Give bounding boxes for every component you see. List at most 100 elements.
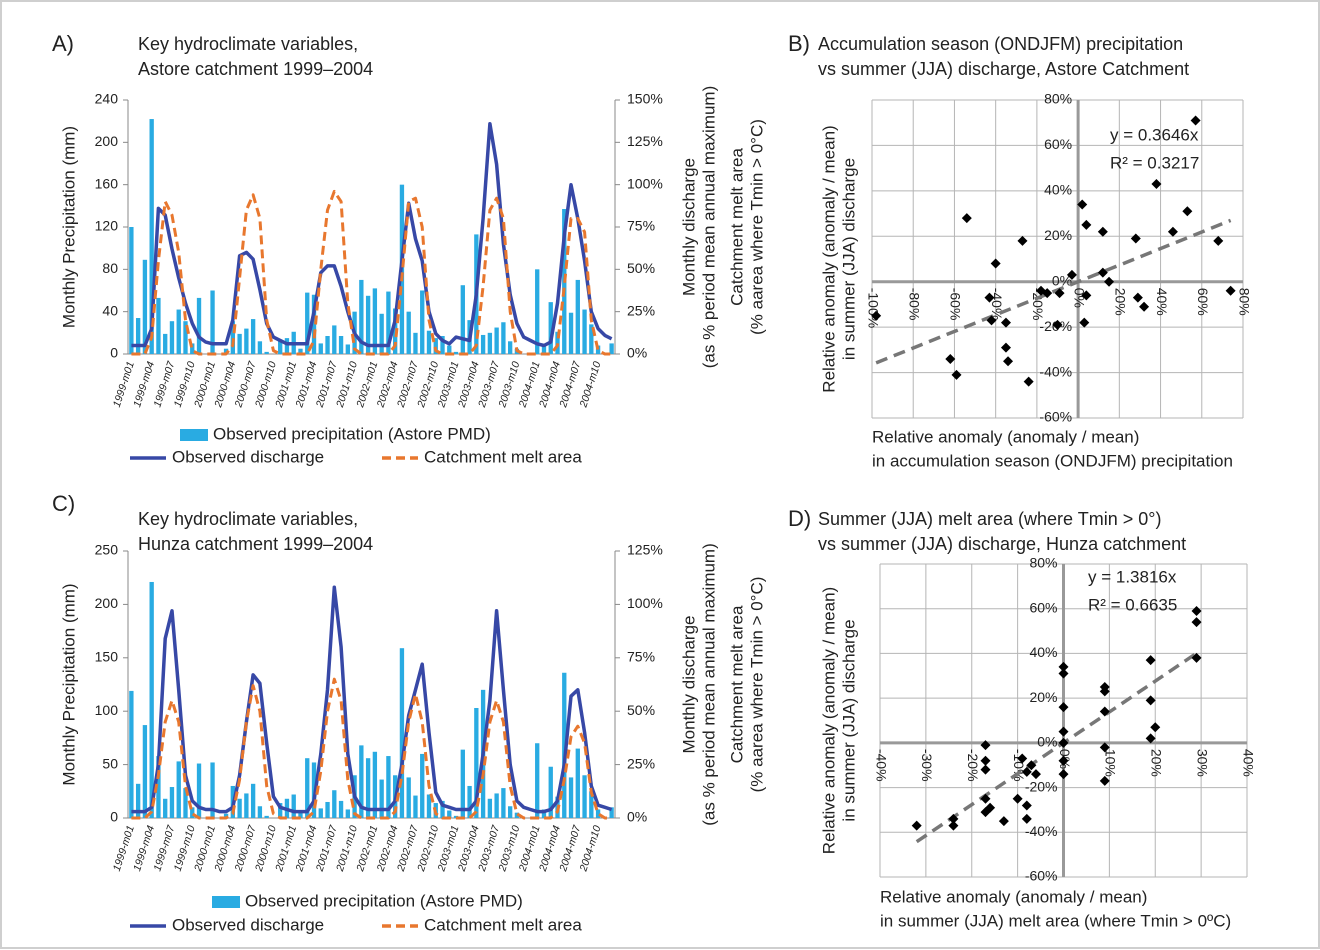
bar — [474, 707, 479, 818]
point — [1030, 769, 1041, 780]
bar — [305, 758, 310, 818]
y2-tick-label: 125% — [627, 542, 663, 558]
bar — [379, 779, 384, 818]
panel-label: B) — [788, 31, 810, 56]
bar — [420, 290, 425, 354]
bar — [298, 812, 303, 818]
point — [985, 802, 996, 813]
y-axis-label: Relative anomaly (anomaly / mean) — [819, 587, 838, 854]
bar — [609, 343, 614, 354]
bar — [142, 259, 148, 354]
point — [1182, 206, 1193, 217]
bar — [169, 787, 175, 818]
bar — [359, 745, 364, 818]
x-tick-label: 20% — [1113, 288, 1129, 316]
panel-label: C) — [52, 491, 75, 516]
bar — [413, 795, 418, 818]
y-tick-label: 50 — [102, 755, 118, 771]
point — [961, 213, 972, 224]
y-tick-label: 0 — [110, 345, 118, 361]
bar — [447, 345, 452, 354]
equation: y = 0.3646x — [1110, 125, 1199, 144]
point — [1077, 199, 1088, 210]
bar — [156, 756, 161, 818]
point — [1021, 766, 1032, 777]
point — [1079, 317, 1090, 328]
bar — [183, 788, 188, 818]
bar — [548, 766, 553, 818]
point — [1021, 813, 1032, 824]
point — [1097, 267, 1108, 278]
y-tick-label: 20% — [1044, 227, 1072, 243]
legend-label: Observed precipitation (Astore PMD) — [213, 424, 491, 443]
bar — [223, 348, 229, 354]
bar — [129, 690, 134, 818]
x-tick-label: 60% — [1195, 288, 1211, 316]
y-tick-label: -40% — [1039, 363, 1072, 379]
bar — [568, 312, 574, 354]
bar — [257, 341, 263, 354]
legend-label: Observed precipitation (Astore PMD) — [245, 891, 523, 910]
point — [1213, 235, 1224, 246]
point — [1099, 706, 1110, 717]
bar — [142, 725, 148, 818]
bar — [501, 788, 506, 818]
bar — [345, 344, 350, 354]
line — [131, 585, 613, 814]
bar — [135, 783, 141, 818]
y-tick-label: 200 — [95, 133, 119, 149]
bar — [535, 743, 540, 818]
chart-title: Accumulation season (ONDJFM) precipitati… — [818, 34, 1183, 54]
x-tick-label: 10% — [1103, 749, 1119, 777]
y-tick-label: 0% — [1052, 272, 1072, 288]
legend-label: Observed discharge — [172, 447, 324, 466]
x-tick-label: -40% — [873, 749, 889, 782]
bar — [609, 807, 614, 818]
point — [1058, 668, 1069, 679]
bar — [345, 809, 350, 818]
point — [986, 315, 997, 326]
point — [871, 310, 882, 321]
point — [1099, 686, 1110, 697]
y-tick-label: -60% — [1039, 409, 1072, 425]
bar — [365, 758, 371, 818]
bar — [406, 777, 411, 818]
point — [1026, 760, 1037, 771]
bar — [372, 751, 378, 818]
y-axis-label: Monthly Precipitation (mm) — [59, 126, 78, 328]
bar — [230, 321, 236, 354]
x-tick-label: 30% — [1194, 749, 1210, 777]
line — [131, 189, 612, 356]
point — [1021, 800, 1032, 811]
x-tick-label: 0% — [1071, 288, 1087, 308]
point — [1150, 722, 1161, 733]
y-tick-label: 60% — [1044, 136, 1072, 152]
bar — [338, 800, 344, 818]
point — [1058, 737, 1069, 748]
bar — [318, 808, 323, 818]
x-tick-label: -20% — [965, 749, 981, 782]
bar — [494, 793, 499, 818]
point — [1099, 775, 1110, 786]
x-tick-label: -30% — [919, 749, 935, 782]
y2-tick-label: 50% — [627, 260, 655, 276]
x-axis-label: Relative anomaly (anomaly / mean) — [872, 427, 1139, 446]
point — [945, 353, 956, 364]
bar — [582, 309, 587, 354]
x-tick-label: 20% — [1149, 749, 1165, 777]
bar — [589, 324, 594, 354]
point — [1058, 726, 1069, 737]
bar — [487, 332, 493, 354]
point — [1058, 702, 1069, 713]
point — [980, 793, 991, 804]
point — [980, 740, 991, 751]
chart-title: Hunza catchment 1999–2004 — [138, 534, 373, 554]
x-tick-label: 80% — [1236, 288, 1252, 316]
x-tick-label: 40% — [1240, 749, 1256, 777]
y2-tick-label: 150% — [627, 91, 663, 107]
bar — [257, 806, 263, 818]
bar — [325, 801, 330, 818]
point — [1058, 769, 1069, 780]
bar — [582, 775, 587, 818]
